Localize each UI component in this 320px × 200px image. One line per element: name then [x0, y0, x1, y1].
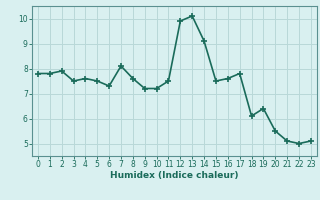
X-axis label: Humidex (Indice chaleur): Humidex (Indice chaleur)	[110, 171, 239, 180]
